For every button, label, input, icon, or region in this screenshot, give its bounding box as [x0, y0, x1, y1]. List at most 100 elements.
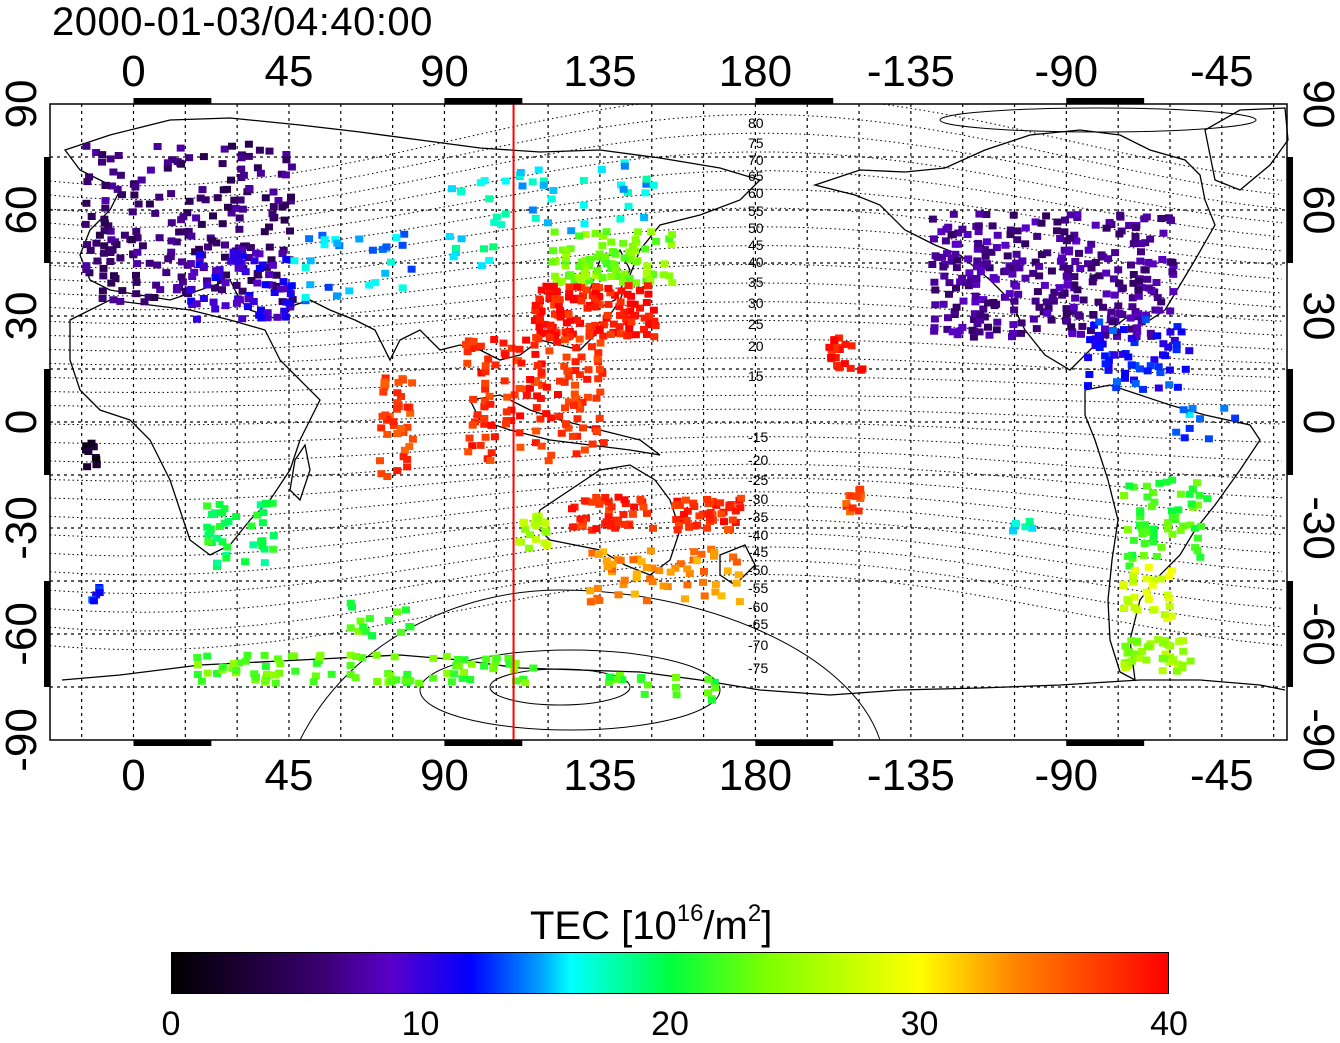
tec-pixel [397, 393, 405, 400]
tec-pixel [1105, 220, 1114, 228]
tec-pixel [82, 142, 91, 150]
tec-pixel [976, 310, 985, 318]
tec-pixel [530, 379, 539, 386]
tec-pixel [515, 384, 524, 392]
tec-pixel [573, 316, 581, 324]
tec-pixel [1154, 363, 1163, 371]
tec-pixel [83, 241, 92, 249]
tec-pixel [1063, 317, 1071, 325]
tec-pixel [203, 502, 212, 510]
tec-pixel [616, 671, 624, 679]
tec-pixel [531, 350, 540, 358]
tec-pixel [512, 677, 521, 685]
tec-pixel [132, 290, 141, 298]
tec-pixel [1043, 309, 1052, 317]
tec-pixel [536, 316, 544, 324]
tec-pixel [1099, 303, 1107, 311]
tec-pixel [644, 290, 653, 298]
tec-pixel [830, 337, 839, 344]
tec-pixel [229, 660, 238, 668]
tec-pixel [445, 233, 454, 240]
tec-pixel [244, 152, 253, 160]
tec-pixel [725, 501, 734, 509]
tec-pixel [452, 244, 460, 252]
tec-pixel [1168, 567, 1176, 575]
tec-pixel [1132, 333, 1141, 341]
tec-pixel [642, 299, 651, 306]
tec-pixel [258, 542, 267, 550]
tec-pixel [485, 195, 494, 203]
tec-pixel [593, 497, 602, 505]
tec-pixel [674, 500, 683, 508]
tec-pixel [616, 330, 625, 338]
x-tick-label-top: 0 [121, 47, 146, 96]
tec-pixel [617, 287, 626, 295]
tec-pixel [83, 178, 92, 186]
tec-pixel [952, 303, 961, 311]
tec-pixel [234, 258, 243, 266]
contour-label: 60 [748, 185, 764, 201]
tec-pixel [663, 583, 672, 591]
tec-pixel [1152, 553, 1161, 560]
tec-pixel [92, 149, 101, 156]
tec-pixel [1101, 360, 1110, 368]
tec-pixel [646, 277, 655, 285]
tec-pixel [626, 300, 635, 308]
tec-pixel [1147, 503, 1156, 511]
tec-pixel [1060, 289, 1069, 297]
tec-pixel [249, 298, 258, 305]
tec-pixel [660, 260, 669, 268]
tec-pixel [1193, 479, 1202, 487]
map-frame [44, 98, 1293, 746]
tec-pixel [599, 232, 607, 240]
tec-pixel [578, 398, 587, 406]
tec-pixel [1125, 482, 1134, 490]
tec-pixel [183, 209, 192, 217]
tec-pixel [381, 381, 390, 388]
tec-pixel [235, 214, 244, 222]
tec-pixel [197, 220, 206, 228]
tec-pixel [282, 255, 291, 263]
tec-pixel [101, 197, 110, 205]
tec-pixel [1121, 369, 1130, 377]
tec-pixel [531, 214, 540, 222]
tec-pixel [257, 314, 266, 322]
tec-pixel [1130, 593, 1139, 601]
tec-pixel [1157, 575, 1166, 583]
tec-pixel [1146, 362, 1155, 370]
tec-pixel [1109, 275, 1118, 283]
tec-pixel [846, 364, 855, 372]
tec-pixel [561, 262, 570, 270]
tec-pixel [640, 314, 649, 322]
contour-line [49, 518, 1283, 576]
tec-pixel [695, 512, 704, 520]
colorbar-tick-label: 40 [1150, 1005, 1188, 1043]
tec-pixel [510, 391, 519, 399]
tec-pixel [1102, 290, 1111, 298]
y-tick-label-right: -60 [1294, 602, 1340, 666]
coast-madagascar [289, 443, 311, 502]
tec-pixel [1155, 479, 1164, 487]
tec-pixel [585, 277, 594, 285]
tec-pixel [1193, 501, 1202, 509]
tec-pixel [151, 209, 160, 217]
tec-pixel [252, 673, 260, 681]
tec-pixel [241, 268, 250, 276]
tec-pixel [387, 678, 396, 686]
tec-pixel [268, 210, 277, 218]
tec-pixel [92, 239, 101, 247]
tec-pixel [591, 303, 600, 311]
tec-pixel [614, 591, 623, 599]
tec-pixel [181, 287, 190, 295]
tec-pixel [539, 181, 548, 189]
tec-pixel [577, 297, 586, 305]
tec-pixel [120, 231, 129, 239]
tec-pixel [1070, 273, 1079, 281]
tec-pixel [593, 267, 602, 275]
tec-pixel [1129, 271, 1138, 278]
tec-pixel [215, 500, 224, 508]
tec-pixel [118, 287, 127, 295]
tec-pixel [604, 498, 613, 506]
tec-pixel [287, 193, 295, 201]
tec-pixel [381, 374, 390, 382]
